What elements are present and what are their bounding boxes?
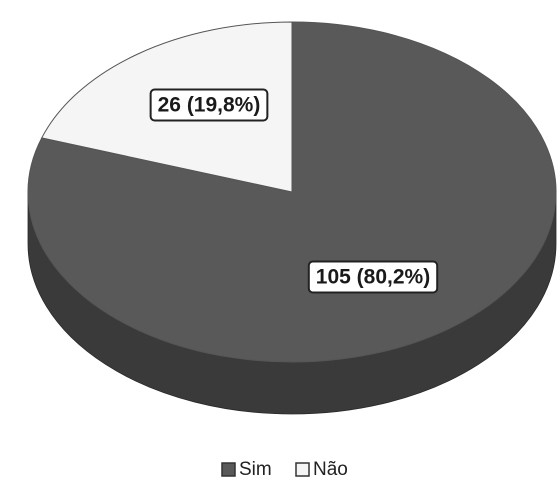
- pie-slices: [27, 21, 557, 363]
- legend-swatch: [221, 462, 236, 477]
- legend-item-sim: Sim: [221, 459, 272, 480]
- data-label-text: 105 (80,2%): [316, 266, 430, 289]
- legend: Sim Não: [221, 459, 348, 480]
- data-label-não: 26 (19,8%): [149, 88, 269, 122]
- data-label-text: 26 (19,8%): [158, 94, 261, 117]
- legend-label: Sim: [239, 459, 272, 480]
- legend-label: Não: [313, 459, 348, 480]
- legend-swatch: [295, 462, 310, 477]
- data-label-sim: 105 (80,2%): [307, 260, 439, 294]
- data-labels: 105 (80,2%) 26 (19,8%): [149, 88, 439, 294]
- legend-item-nao: Não: [295, 459, 348, 480]
